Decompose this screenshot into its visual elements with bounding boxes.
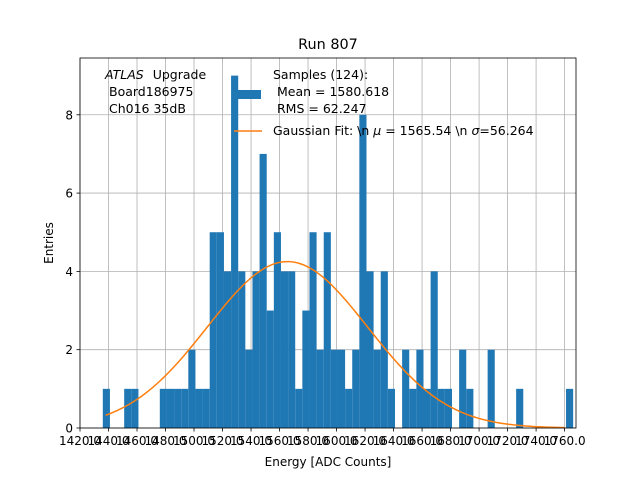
x-axis-label: Energy [ADC Counts] [265, 455, 392, 469]
atlas-annotation: ATLAS Upgrade Board186975 Ch016 35dB [104, 67, 206, 116]
histogram-bar [223, 271, 232, 428]
y-tick-label: 0 [65, 422, 73, 436]
histogram-bar [566, 388, 574, 428]
atlas-label: ATLAS [104, 67, 144, 82]
histogram-bar [245, 349, 253, 428]
legend-samples-line-3: RMS = 62.247 [277, 101, 367, 116]
histogram-bar [238, 271, 246, 428]
x-tick-label: 1700.0 [458, 434, 500, 448]
x-tick-label: 1580.0 [287, 434, 329, 448]
histogram-bar [437, 388, 445, 428]
histogram-bar [337, 349, 346, 428]
histogram-bar [174, 388, 182, 428]
plot-frame [79, 57, 577, 429]
gaussian-fit-curve [105, 260, 565, 429]
x-tick-label: 1720.0 [487, 434, 529, 448]
x-tick-label: 1640.0 [373, 434, 415, 448]
histogram-bar [316, 349, 324, 428]
chart-title: Run 807 [298, 37, 358, 53]
x-tick-label: 1760.0 [544, 434, 586, 448]
x-tick-label: 1660.0 [401, 434, 443, 448]
x-tick-label: 1420.0 [59, 434, 101, 448]
histogram-bar [409, 388, 417, 428]
x-tick-label: 1600.0 [316, 434, 358, 448]
legend-samples-swatch [234, 90, 261, 99]
histogram-bar [366, 271, 374, 428]
histogram-bar [216, 232, 224, 428]
histogram-bar [352, 349, 360, 428]
x-tick-label: 1560.0 [259, 434, 301, 448]
histogram-bar [330, 349, 338, 428]
channel-label: Ch016 35dB [109, 101, 186, 116]
y-tick-label: 6 [65, 187, 73, 201]
histogram-bar [188, 349, 196, 428]
histogram-bar [416, 349, 424, 428]
x-tick-label: 1540.0 [230, 434, 272, 448]
histogram-bar [373, 349, 381, 428]
histogram-bar [359, 114, 367, 428]
histogram-bar [323, 232, 331, 428]
histogram-bar [345, 388, 353, 428]
histogram-bar [209, 232, 217, 428]
y-axis-label: Entries [42, 222, 56, 264]
histogram-bar [181, 388, 189, 428]
x-tick-label: 1440.0 [88, 434, 130, 448]
board-label: Board186975 [109, 84, 193, 99]
legend-fit-sigma-symbol: σ [471, 123, 480, 138]
histogram-bar [280, 271, 289, 428]
histogram-bar [402, 349, 410, 428]
histogram-bar [459, 349, 467, 428]
x-tick-label: 1740.0 [515, 434, 557, 448]
x-tick-label: 1480.0 [145, 434, 187, 448]
gaussian-fit-line [105, 260, 565, 429]
legend-fit-mu-symbol: μ [372, 123, 381, 138]
x-axis-ticks: 1420.01440.01460.01480.01500.01520.01540… [59, 428, 586, 448]
legend-fit-prefix: Gaussian Fit: \n [273, 123, 373, 138]
legend-fit-mu-text: = 1565.54 \n [381, 123, 471, 138]
histogram-bar [444, 388, 452, 428]
histogram-bar [288, 271, 296, 428]
histogram-bar [309, 232, 317, 428]
y-axis-ticks: 0 2 4 6 8 [65, 108, 80, 436]
histogram-bar [252, 271, 260, 428]
x-tick-label: 1500.0 [173, 434, 215, 448]
legend-samples-line-2: Mean = 1580.618 [277, 84, 389, 99]
legend-fit-sigma-text: =56.264 [479, 123, 533, 138]
histogram-bar [516, 388, 524, 428]
legend-samples-line-1: Samples (124): [273, 67, 368, 82]
x-tick-label: 1460.0 [116, 434, 158, 448]
histogram-bar [466, 388, 474, 428]
histogram-bar [295, 388, 303, 428]
legend: Samples (124): Mean = 1580.618 RMS = 62.… [234, 67, 534, 138]
histogram-bar [302, 310, 310, 428]
histogram-bar [273, 232, 281, 428]
histogram-bar [259, 153, 267, 429]
histogram-bar [231, 75, 239, 428]
histogram-bar [124, 388, 132, 428]
histogram-bar [195, 388, 203, 428]
histogram-bars [102, 75, 574, 429]
histogram-bar [102, 388, 110, 428]
histogram-bar [266, 310, 274, 428]
histogram-bar [487, 349, 495, 428]
y-tick-label: 4 [65, 265, 73, 279]
histogram-bar [430, 271, 438, 428]
svg-text:ATLAS Upgrade: ATLAS Upgrade [104, 67, 206, 82]
x-tick-label: 1680.0 [430, 434, 472, 448]
histogram-bar [202, 388, 210, 428]
histogram-bar [387, 388, 395, 428]
histogram-bar [159, 388, 167, 428]
histogram-bar [380, 271, 388, 428]
histogram-bar [131, 388, 139, 428]
histogram-bar [423, 388, 431, 428]
y-tick-label: 2 [65, 343, 73, 357]
histogram-bar [166, 388, 175, 428]
x-tick-label: 1620.0 [344, 434, 386, 448]
upgrade-label: Upgrade [153, 67, 207, 82]
svg-text:Gaussian Fit: \n μ = 1565.54 \: Gaussian Fit: \n μ = 1565.54 \n σ=56.264 [273, 123, 534, 138]
x-tick-label: 1520.0 [202, 434, 244, 448]
y-tick-label: 8 [65, 108, 73, 122]
